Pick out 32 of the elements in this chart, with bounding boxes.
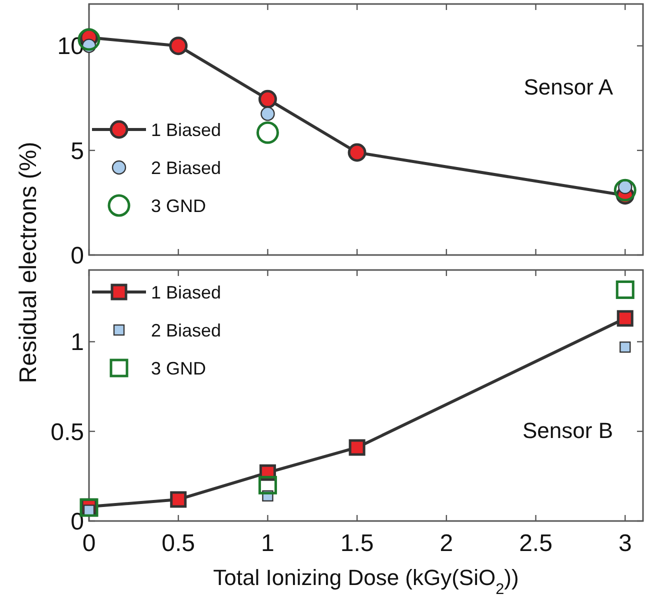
point <box>169 36 188 56</box>
x-tick-label: 3 <box>618 530 632 557</box>
x-tick-label: 1 <box>261 530 274 557</box>
x-tick-label: 2.5 <box>519 530 552 557</box>
annotation: Sensor A <box>524 74 614 100</box>
y-axis-title: Residual electrons (%) <box>15 142 42 384</box>
point <box>170 491 187 508</box>
y-tick-label: 1 <box>70 329 84 356</box>
point <box>348 439 366 456</box>
point <box>260 106 275 121</box>
x-tick-label: 0.5 <box>162 530 196 557</box>
x-tick-label: 1.5 <box>340 530 374 557</box>
legend-label: 1 Biased <box>151 120 222 140</box>
x-axis-title: Total Ionizing Dose (kGy(SiO$_{2}$)) <box>213 565 519 598</box>
legend-label: 3 GND <box>151 196 206 216</box>
legend-label: 3 GND <box>151 358 206 378</box>
legend-label: 2 Biased <box>151 320 222 340</box>
legend-label: 1 Biased <box>151 282 222 302</box>
y-tick-label: 0.5 <box>50 418 84 446</box>
point <box>256 121 279 144</box>
y-tick-label: 5 <box>70 138 84 165</box>
point <box>614 178 636 202</box>
legend-label: 2 Biased <box>151 158 222 178</box>
point <box>258 90 277 108</box>
x-tick-label: 2 <box>440 530 454 557</box>
point <box>616 310 634 327</box>
point <box>258 476 277 494</box>
point <box>348 143 366 162</box>
annotation: Sensor B <box>522 418 613 444</box>
point <box>616 280 634 299</box>
point <box>620 341 631 353</box>
y-tick-label: 0 <box>70 242 84 270</box>
